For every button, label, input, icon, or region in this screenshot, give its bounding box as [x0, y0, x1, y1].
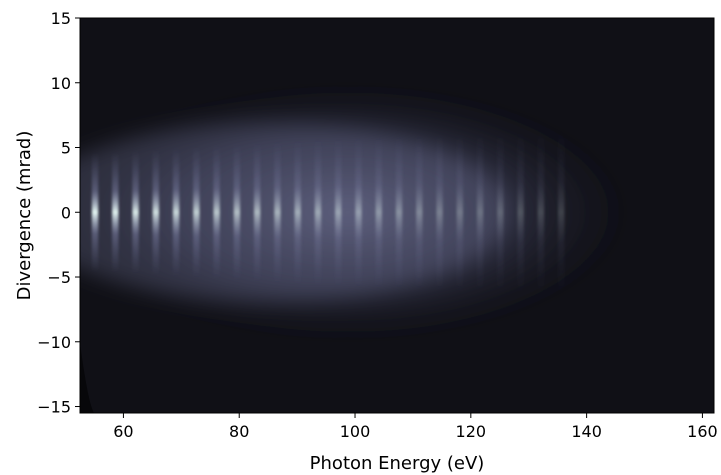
harmonic-line	[497, 130, 504, 294]
harmonic-line	[416, 133, 423, 291]
harmonic-line	[375, 135, 382, 289]
harmonic-line	[233, 143, 241, 282]
harmonic-line	[112, 152, 119, 273]
diffuse-glow-core	[80, 122, 509, 302]
x-axis-label: Photon Energy (eV)	[310, 453, 485, 474]
corner-shadow	[80, 343, 94, 413]
harmonic-line	[274, 141, 281, 284]
x-tick-label: 160	[687, 422, 718, 441]
harmonic-line	[253, 142, 261, 283]
harmonic-line	[355, 136, 362, 288]
harmonic-line	[517, 130, 524, 295]
harmonic-line	[456, 132, 464, 293]
harmonic-line	[213, 144, 220, 280]
harmonic-line	[294, 139, 301, 285]
heatmap-image	[80, 83, 634, 413]
x-tick-label: 80	[229, 422, 249, 441]
x-tick-label: 60	[113, 422, 133, 441]
harmonic-line	[132, 150, 139, 274]
harmonic-line	[436, 132, 443, 292]
y-tick-label: 15	[51, 9, 71, 28]
y-axis-label: Divergence (mrad)	[14, 131, 35, 301]
y-tick-label: 0	[61, 203, 71, 222]
harmonic-line	[537, 129, 545, 295]
harmonic-line	[557, 129, 565, 296]
harmonic-line	[193, 146, 200, 279]
harmonic-line	[335, 137, 342, 287]
harmonic-line	[152, 149, 160, 276]
harmonic-line	[172, 147, 180, 277]
harmonic-line	[476, 131, 484, 294]
harmonic-line	[314, 138, 322, 286]
y-tick-label: −10	[37, 333, 71, 352]
x-tick-label: 140	[571, 422, 602, 441]
y-tick-label: 10	[51, 74, 71, 93]
harmonic-line	[91, 152, 99, 272]
y-axis: 15 10 5 0 −5 −10 −15	[37, 9, 80, 417]
y-tick-label: 5	[61, 139, 71, 158]
plot-area	[80, 18, 714, 413]
y-tick-label: −5	[47, 268, 71, 287]
x-tick-label: 100	[340, 422, 371, 441]
harmonic-lines	[91, 129, 565, 296]
plot-frame	[79, 17, 715, 414]
y-tick-label: −15	[37, 398, 71, 417]
harmonic-line	[395, 134, 403, 290]
x-tick-label: 120	[456, 422, 487, 441]
x-axis: 60 80 100 120 140 160	[113, 413, 718, 441]
